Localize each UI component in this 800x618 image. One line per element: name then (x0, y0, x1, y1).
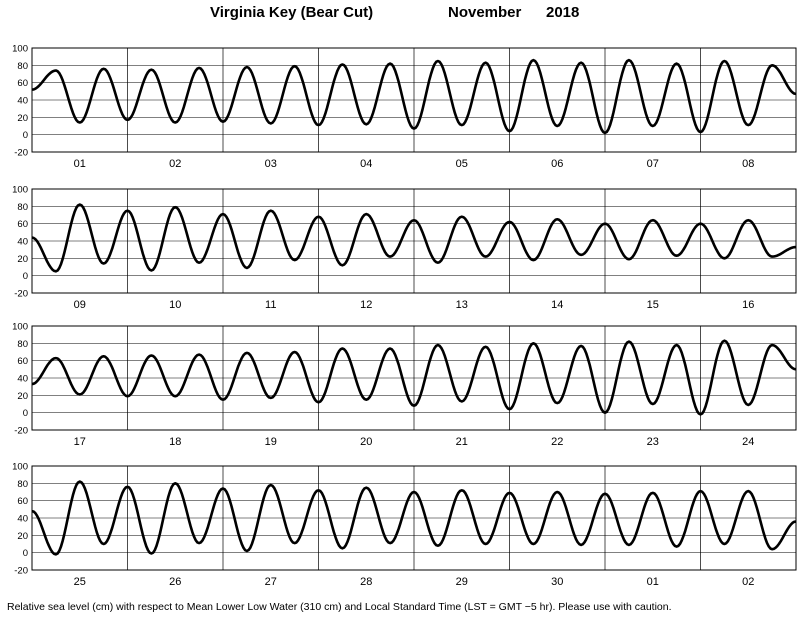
y-tick-label: 40 (17, 237, 28, 248)
y-tick-label: 80 (17, 61, 28, 72)
y-tick-label: 100 (12, 44, 28, 55)
day-label: 03 (265, 158, 277, 170)
day-label: 17 (74, 436, 86, 448)
y-tick-label: 60 (17, 78, 28, 89)
day-label: 13 (456, 299, 468, 311)
day-label: 02 (742, 576, 754, 588)
footnote: Relative sea level (cm) with respect to … (7, 601, 672, 613)
panel-frame (31, 188, 797, 294)
panel-frame (31, 325, 797, 431)
year-label: 2018 (546, 4, 580, 21)
day-label: 09 (74, 299, 86, 311)
day-label: 29 (456, 576, 468, 588)
day-label: 28 (360, 576, 372, 588)
y-tick-label: 40 (17, 514, 28, 525)
y-tick-label: 100 (12, 322, 28, 333)
day-label: 08 (742, 158, 754, 170)
y-tick-label: 100 (12, 185, 28, 196)
tide-series-line (31, 480, 797, 556)
day-label: 12 (360, 299, 372, 311)
day-label: 25 (74, 576, 86, 588)
y-tick-label: -20 (14, 289, 28, 300)
day-label: 10 (169, 299, 181, 311)
y-tick-label: 0 (23, 408, 28, 419)
day-label: 21 (456, 436, 468, 448)
day-label: 22 (551, 436, 563, 448)
month-label: November (448, 4, 522, 21)
y-tick-label: -20 (14, 148, 28, 159)
y-tick-label: -20 (14, 566, 28, 577)
day-label: 20 (360, 436, 372, 448)
panel-4: -20 0 20 40 60 80 100 25 26 27 28 29 30 01 02 (12, 462, 797, 588)
station-name: Virginia Key (Bear Cut) (210, 4, 374, 21)
day-label: 30 (551, 576, 563, 588)
panel-frame (31, 47, 797, 153)
panel-2: -20 0 20 40 60 80 100 09 10 11 12 13 14 15 16 (12, 185, 797, 311)
day-label: 15 (647, 299, 659, 311)
day-label: 11 (265, 299, 276, 311)
day-label: 16 (742, 299, 754, 311)
day-label: 24 (742, 436, 754, 448)
panel-1: -20 0 20 40 60 80 100 01 02 03 04 05 06 07 08 (12, 44, 797, 170)
y-tick-label: 20 (17, 254, 28, 265)
tide-series-line (31, 203, 797, 273)
y-tick-label: 60 (17, 496, 28, 507)
y-tick-label: 0 (23, 271, 28, 282)
y-tick-label: 100 (12, 462, 28, 473)
y-tick-label: 40 (17, 96, 28, 107)
y-tick-label: 0 (23, 130, 28, 141)
day-label: 07 (647, 158, 659, 170)
tide-series-line (31, 339, 797, 416)
day-label: 19 (265, 436, 277, 448)
y-tick-label: -20 (14, 426, 28, 437)
y-tick-label: 80 (17, 202, 28, 213)
day-label: 14 (551, 299, 563, 311)
y-tick-label: 20 (17, 531, 28, 542)
y-tick-label: 20 (17, 391, 28, 402)
y-tick-label: 60 (17, 356, 28, 367)
y-tick-label: 80 (17, 339, 28, 350)
chart-title: Virginia Key (Bear Cut) November 2018 (0, 4, 800, 26)
panel-3: -20 0 20 40 60 80 100 17 18 19 20 21 22 23 24 (12, 322, 797, 448)
day-label: 01 (647, 576, 659, 588)
y-tick-label: 80 (17, 479, 28, 490)
day-label: 27 (265, 576, 277, 588)
day-label: 02 (169, 158, 181, 170)
tide-series-line (31, 58, 797, 135)
day-label: 26 (169, 576, 181, 588)
day-label: 04 (360, 158, 372, 170)
day-label: 01 (74, 158, 86, 170)
day-label: 23 (647, 436, 659, 448)
y-tick-label: 40 (17, 374, 28, 385)
day-label: 05 (456, 158, 468, 170)
day-label: 06 (551, 158, 563, 170)
y-tick-label: 60 (17, 219, 28, 230)
panel-frame (31, 465, 797, 571)
y-tick-label: 20 (17, 113, 28, 124)
day-label: 18 (169, 436, 181, 448)
y-tick-label: 0 (23, 548, 28, 559)
